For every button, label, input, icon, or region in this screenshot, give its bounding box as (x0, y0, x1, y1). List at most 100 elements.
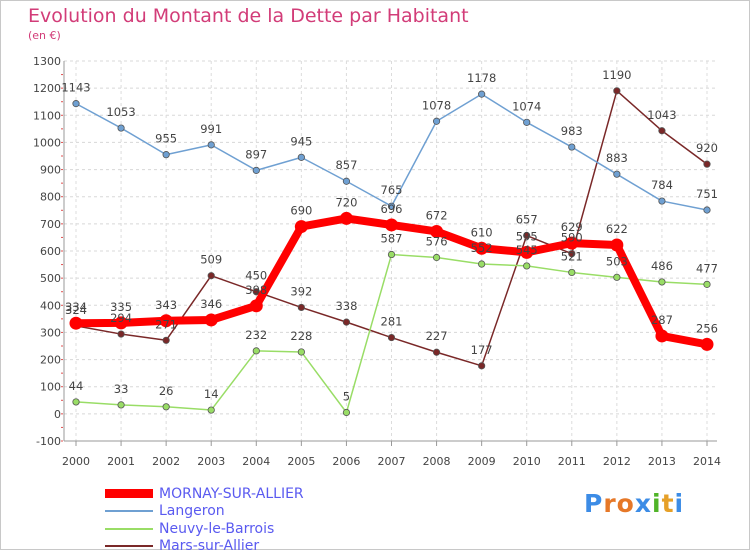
x-tick-label: 2014 (693, 455, 721, 468)
legend-swatch (105, 528, 153, 530)
data-point (614, 171, 620, 177)
proxiti-logo: Proxiti (584, 489, 684, 518)
data-label: 991 (200, 122, 222, 136)
data-label: 857 (335, 158, 357, 172)
y-tick-label: 700 (40, 218, 61, 231)
legend-label: Langeron (159, 503, 225, 519)
y-tick-label: 1100 (33, 109, 61, 122)
data-point (205, 313, 218, 326)
data-label: 343 (155, 298, 177, 312)
data-point (208, 142, 214, 148)
data-point (388, 251, 394, 257)
data-point (659, 279, 665, 285)
legend-item: MORNAY-SUR-ALLIER (105, 485, 304, 503)
data-point (253, 348, 259, 354)
data-label: 521 (561, 249, 583, 263)
x-tick-label: 2003 (197, 455, 225, 468)
data-label: 1053 (106, 105, 135, 119)
legend-item: Neuvy-le-Barrois (105, 520, 304, 538)
data-label: 1043 (647, 108, 676, 122)
data-point (433, 118, 439, 124)
logo-letter: r (603, 489, 616, 518)
data-label: 477 (696, 261, 718, 275)
y-tick-label: 800 (40, 191, 61, 204)
data-label: 672 (426, 208, 448, 222)
data-point (385, 218, 398, 231)
data-label: 228 (290, 329, 312, 343)
data-label: 690 (290, 204, 312, 218)
y-tick-label: 1300 (33, 55, 61, 68)
data-point (118, 402, 124, 408)
logo-letter: t (662, 489, 675, 518)
data-label: 955 (155, 132, 177, 146)
data-point (478, 261, 484, 267)
data-point (163, 404, 169, 410)
y-tick-label: 900 (40, 164, 61, 177)
data-label: 765 (381, 183, 403, 197)
legend-label: Mars-sur-Allier (159, 538, 259, 554)
y-tick-label: -100 (36, 435, 61, 448)
y-tick-label: 400 (40, 299, 61, 312)
data-label: 622 (606, 222, 628, 236)
data-point (343, 319, 349, 325)
data-point (73, 399, 79, 405)
x-tick-label: 2012 (603, 455, 631, 468)
data-label: 590 (561, 231, 583, 245)
data-point (118, 125, 124, 131)
legend-item: Mars-sur-Allier (105, 538, 304, 555)
data-point (614, 88, 620, 94)
legend-swatch (105, 489, 153, 498)
data-point (704, 207, 710, 213)
data-label: 338 (335, 299, 357, 313)
legend-swatch (105, 510, 153, 512)
data-label: 552 (471, 241, 493, 255)
data-label: 227 (426, 329, 448, 343)
data-label: 486 (651, 259, 673, 273)
data-point (73, 100, 79, 106)
data-label: 610 (471, 225, 493, 239)
data-point (704, 281, 710, 287)
data-label: 294 (110, 311, 132, 325)
x-tick-label: 2000 (62, 455, 90, 468)
x-tick-label: 2001 (107, 455, 135, 468)
y-tick-label: 200 (40, 354, 61, 367)
logo-letter: o (617, 489, 635, 518)
data-label: 5 (343, 390, 350, 404)
y-tick-label: 1200 (33, 82, 61, 95)
x-tick-label: 2007 (378, 455, 406, 468)
data-label: 897 (245, 147, 267, 161)
data-point (655, 329, 668, 342)
data-point (478, 91, 484, 97)
logo-letter: P (584, 489, 603, 518)
x-tick-label: 2004 (242, 455, 270, 468)
data-point (295, 220, 308, 233)
data-label: 657 (516, 213, 538, 227)
data-point (298, 304, 304, 310)
y-tick-label: 500 (40, 272, 61, 285)
data-label: 324 (65, 303, 87, 317)
data-point (343, 409, 349, 415)
logo-letter: i (652, 489, 662, 518)
data-label: 26 (159, 384, 174, 398)
data-point (701, 338, 714, 351)
data-point (208, 407, 214, 413)
data-point (659, 198, 665, 204)
data-label: 281 (381, 315, 403, 329)
data-point (433, 349, 439, 355)
data-point (614, 274, 620, 280)
data-point (208, 273, 214, 279)
data-point (524, 119, 530, 125)
y-tick-label: 100 (40, 381, 61, 394)
data-point (298, 154, 304, 160)
legend-item: Langeron (105, 503, 304, 521)
data-point (298, 349, 304, 355)
data-label: 287 (651, 313, 673, 327)
data-label: 232 (245, 328, 267, 342)
data-label: 346 (200, 297, 222, 311)
data-point (569, 269, 575, 275)
data-point (478, 363, 484, 369)
legend-label: MORNAY-SUR-ALLIER (159, 486, 304, 502)
data-point (388, 334, 394, 340)
data-label: 398 (245, 283, 267, 297)
